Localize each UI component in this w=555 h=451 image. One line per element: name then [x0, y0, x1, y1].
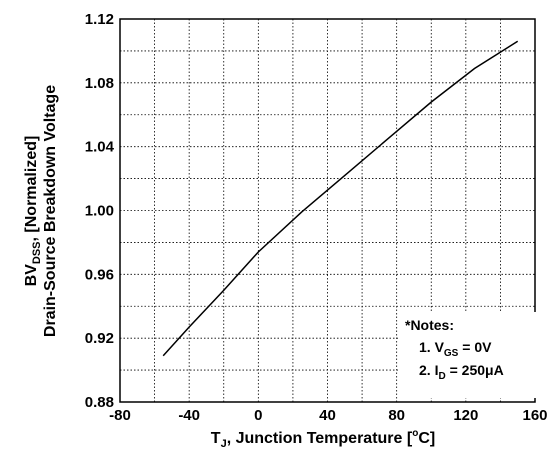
x-tick-label: 160: [522, 407, 547, 424]
x-tick-labels: -80 -40 0 40 80 120 160: [109, 407, 547, 424]
series-line: [162, 40, 519, 357]
x-tick-label: 80: [388, 407, 405, 424]
y-tick-label: 0.88: [85, 394, 114, 411]
x-tick-label: 120: [453, 407, 478, 424]
y-tick-label: 1.08: [85, 75, 114, 92]
note-2: 2. ID = 250μA: [419, 362, 504, 382]
note-1: 1. VGS = 0V: [419, 339, 492, 359]
x-tick-label: 40: [319, 407, 336, 424]
notes-title: *Notes:: [405, 317, 454, 333]
y-axis-title-line1: BVDSS, [Normalized]: [23, 136, 43, 287]
notes-background: [398, 312, 538, 398]
series-layer: [162, 40, 519, 357]
x-tick-label: -80: [109, 407, 131, 424]
y-tick-labels: 0.88 0.92 0.96 1.00 1.04 1.08 1.12: [85, 11, 115, 411]
y-tick-label: 0.92: [85, 330, 114, 347]
x-tick-label: -40: [178, 407, 200, 424]
y-axis-title-line2: Drain-Source Breakdown Voltage: [42, 85, 59, 337]
y-tick-label: 0.96: [85, 266, 114, 283]
grid: [120, 19, 535, 402]
x-axis-title: TJ, Junction Temperature [oC]: [211, 428, 435, 450]
notes-box: *Notes: 1. VGS = 0V 2. ID = 250μA: [398, 312, 538, 398]
plot-frame: [119, 18, 536, 403]
y-tick-label: 1.00: [85, 203, 114, 220]
y-tick-label: 1.12: [85, 11, 114, 28]
x-tick-label: 0: [254, 407, 262, 424]
y-tick-label: 1.04: [85, 139, 115, 156]
